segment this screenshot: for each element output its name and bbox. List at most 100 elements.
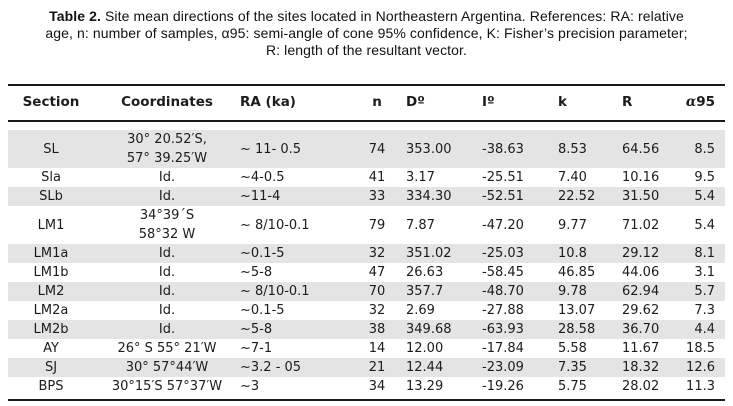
cell-alpha95: 4.4 xyxy=(682,320,725,339)
cell-n: 32 xyxy=(368,303,386,318)
cell-n: 21 xyxy=(352,358,402,377)
table-row-lm1b: LM1b Id. ~5-8 47 26.63 -58.45 46.85 44.0… xyxy=(8,263,725,282)
cell-k: 8.53 xyxy=(554,130,618,168)
cell-coordinates: Id. xyxy=(94,187,240,206)
coordinate-line: Id. xyxy=(158,189,176,204)
cell-alpha95: 8.1 xyxy=(682,244,725,263)
cell-section: LM2 xyxy=(8,282,94,301)
cell-declination: 7.87 xyxy=(406,217,435,233)
cell-k: 22.52 xyxy=(554,187,618,206)
caption-label: Table 2. xyxy=(49,8,101,24)
cell-k: 9.78 xyxy=(554,282,618,301)
coordinate-line: Id. xyxy=(158,265,176,280)
cell-k: 7.35 xyxy=(554,358,618,377)
cell-ra: ~0.1-5 xyxy=(240,244,352,263)
cell-declination: 357.7 xyxy=(402,282,478,301)
cell-declination: 353.00 xyxy=(402,130,478,168)
table-row-lm1: LM1 34°39´S 58°32 W ~ 8/10-0.1 79 7.87 -… xyxy=(8,206,725,244)
cell-ra: ~4-0.5 xyxy=(240,170,285,185)
table-row-lm2b: LM2b Id. ~5-8 38 349.68 -63.93 28.58 36.… xyxy=(8,320,725,339)
caption-line-1: Table 2. Site mean directions of the sit… xyxy=(6,8,727,25)
cell-n: 32 xyxy=(352,244,402,263)
table-row-lm2a: LM2a Id. ~0.1-5 32 2.69 -27.88 13.07 29.… xyxy=(8,301,725,320)
coordinate-line: 34°39´S xyxy=(139,208,195,223)
cell-alpha95: 9.5 xyxy=(694,170,715,185)
cell-coordinates: 34°39´S 58°32 W xyxy=(94,206,240,244)
cell-coordinates: Id. xyxy=(94,263,240,282)
cell-declination: 12.44 xyxy=(402,358,478,377)
cell-ra: ~11-4 xyxy=(240,187,352,206)
cell-ra: ~ 8/10-0.1 xyxy=(240,217,310,233)
cell-r: 18.32 xyxy=(618,358,682,377)
cell-n: 41 xyxy=(368,170,386,185)
cell-r: 29.62 xyxy=(622,303,660,318)
cell-coordinates: 30° 20.52′S, 57° 39.25′W xyxy=(94,130,240,168)
coordinate-line: Id. xyxy=(158,246,176,261)
cell-alpha95: 12.6 xyxy=(682,358,725,377)
cell-r: 31.50 xyxy=(618,187,682,206)
cell-inclination: -23.09 xyxy=(478,358,554,377)
cell-coordinates: 30°15′S 57°37′W xyxy=(94,377,240,396)
cell-declination: 349.68 xyxy=(402,320,478,339)
cell-coordinates: 30° 57°44′W xyxy=(94,358,240,377)
cell-alpha95: 8.5 xyxy=(682,130,725,168)
cell-alpha95: 3.1 xyxy=(694,265,715,280)
cell-k: 5.58 xyxy=(558,341,587,356)
cell-n: 74 xyxy=(352,130,402,168)
cell-ra: ~5-8 xyxy=(240,265,273,280)
cell-n: 34 xyxy=(368,379,386,394)
cell-k: 28.58 xyxy=(554,320,618,339)
cell-coordinates: Id. xyxy=(94,320,240,339)
cell-declination: 2.69 xyxy=(406,303,435,318)
cell-alpha95: 7.3 xyxy=(694,303,715,318)
cell-k: 13.07 xyxy=(558,303,596,318)
table-row-sl: SL 30° 20.52′S, 57° 39.25′W ~ 11- 0.5 74… xyxy=(8,130,725,168)
column-header-coordinates: Coordinates xyxy=(121,94,213,110)
cell-r: 11.67 xyxy=(622,341,660,356)
cell-ra: ~ 11- 0.5 xyxy=(240,130,352,168)
cell-ra: ~ 8/10-0.1 xyxy=(240,282,352,301)
coordinate-line: Id. xyxy=(158,170,176,185)
cell-section: LM2b xyxy=(8,320,94,339)
cell-section: Sla xyxy=(41,170,61,185)
cell-inclination: -58.45 xyxy=(482,265,524,280)
caption-line-2: age, n: number of samples, α95: semi-ang… xyxy=(45,25,688,41)
table-caption: Table 2. Site mean directions of the sit… xyxy=(0,0,733,59)
cell-section: LM1a xyxy=(8,244,94,263)
cell-declination: 334.30 xyxy=(402,187,478,206)
coordinate-line: 58°32 W xyxy=(138,227,196,242)
cell-k: 9.77 xyxy=(558,217,587,233)
cell-section: SLb xyxy=(8,187,94,206)
table-row-sj: SJ 30° 57°44′W ~3.2 - 05 21 12.44 -23.09… xyxy=(8,358,725,377)
cell-k: 7.40 xyxy=(558,170,587,185)
column-header-r: R xyxy=(622,94,633,110)
column-header-n: n xyxy=(372,94,382,110)
cell-ra: ~3.2 - 05 xyxy=(240,358,352,377)
cell-alpha95: 5.4 xyxy=(694,217,715,233)
cell-section: SL xyxy=(8,130,94,168)
cell-inclination: -52.51 xyxy=(478,187,554,206)
column-header-ra: RA (ka) xyxy=(240,94,296,110)
coordinate-line: Id. xyxy=(158,322,176,337)
cell-ra: ~7-1 xyxy=(240,341,273,356)
cell-r: 36.70 xyxy=(618,320,682,339)
coordinate-line: Id. xyxy=(158,284,176,299)
cell-n: 47 xyxy=(368,265,386,280)
cell-n: 70 xyxy=(352,282,402,301)
spacer-row xyxy=(8,396,725,400)
cell-inclination: -17.84 xyxy=(482,341,524,356)
cell-r: 28.02 xyxy=(622,379,660,394)
cell-inclination: -25.03 xyxy=(478,244,554,263)
alpha-symbol: α xyxy=(685,94,697,110)
cell-section: SJ xyxy=(8,358,94,377)
cell-coordinates: 26° S 55° 21′W xyxy=(94,339,240,358)
table-row-lm2: LM2 Id. ~ 8/10-0.1 70 357.7 -48.70 9.78 … xyxy=(8,282,725,301)
cell-alpha95: 18.5 xyxy=(686,341,715,356)
coordinate-line: 30° 57°44′W xyxy=(125,360,209,375)
cell-r: 71.02 xyxy=(622,217,660,233)
cell-inclination: -47.20 xyxy=(482,217,524,233)
table-row-slb: SLb Id. ~11-4 33 334.30 -52.51 22.52 31.… xyxy=(8,187,725,206)
table-row-sla: Sla Id. ~4-0.5 41 3.17 -25.51 7.40 10.16… xyxy=(8,168,725,187)
cell-section: LM1 xyxy=(37,217,65,233)
column-header-k: k xyxy=(558,94,567,110)
